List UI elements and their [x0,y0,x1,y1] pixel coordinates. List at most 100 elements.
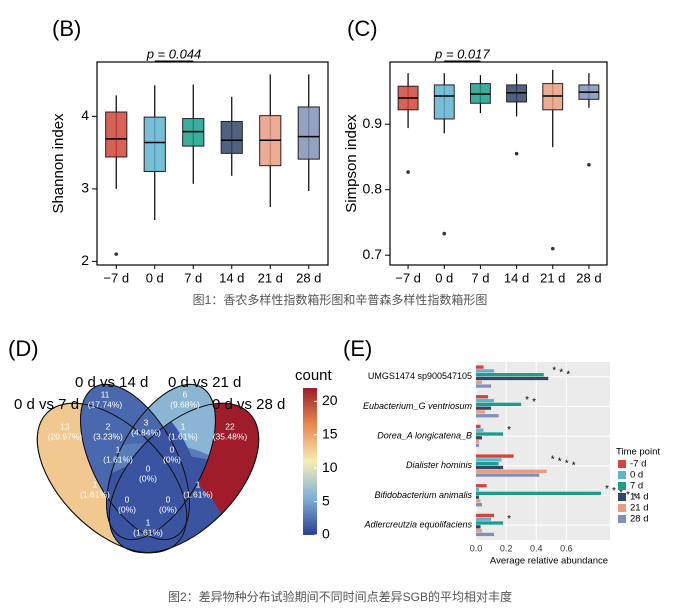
outlier [550,246,555,251]
region-percent: (0%) [118,504,136,514]
bar [476,487,480,492]
region-count: 22 [225,421,235,431]
bar [476,513,495,518]
region-count: 0 [125,494,130,504]
set-label: 0 d vs 7 d [14,396,79,413]
set-label: 0 d vs 21 d [168,374,241,391]
y-tick-label: 0.7 [363,246,383,262]
bar [476,365,484,369]
significance: * [507,514,511,525]
set-outline [36,402,188,554]
bar [476,499,481,503]
significance: * [558,456,562,467]
y-tick-label: 0.9 [363,115,383,131]
bar [476,495,480,499]
plot-frame [96,61,329,266]
bar [476,395,489,399]
region-percent: (9.68%) [170,399,200,409]
legend-swatch [618,471,626,479]
bar [476,376,549,381]
bar [476,525,481,529]
colorbar-title: count [295,367,333,384]
set-outline [106,383,216,541]
y-tick-label: 2 [81,252,89,268]
legend-label: 14 d [630,492,649,503]
box [297,106,320,160]
y-tick-label: Eubacterium_G ventriosum [363,401,473,411]
y-tick-label: Adlercreutzia equolifaciens [363,520,472,530]
legend-label: 7 d [630,481,643,492]
colorbar-tick-label: 10 [322,459,338,475]
region-percent: (0%) [159,504,177,514]
caption: 图1：香农多样性指数箱形图和辛普森多样性指数箱形图 [193,292,488,307]
bar [476,402,522,406]
bar [476,432,504,436]
x-tick-label: 28 d [576,270,601,285]
x-tick-label: 14 d [504,270,529,285]
significance: * [566,369,570,380]
x-tick-label: 7 d [184,270,202,285]
legend-swatch [618,504,626,512]
region-count: 1 [93,479,98,489]
region-percent: (4.84%) [131,427,161,437]
region-percent: (17.74%) [88,399,123,409]
x-tick-label: 0 d [146,270,164,285]
region-percent: (1.61%) [133,527,163,537]
bar [476,454,514,458]
x-tick-label: 28 d [296,270,321,285]
significance: * [572,460,576,471]
legend-swatch [618,482,626,490]
region-percent: (1.61%) [103,454,133,464]
panel-label: (D) [8,336,39,361]
region-percent: (1.61%) [80,489,110,499]
bar [476,406,492,410]
colorbar-tick-label: 0 [322,526,330,542]
legend-swatch [618,460,626,468]
significance: * [507,425,511,436]
x-tick-label: 0 d [435,270,453,285]
annotation: p = 0.017 [434,46,490,61]
y-tick-label: 3 [81,180,89,196]
x-tick-label: 0.0 [470,543,483,553]
bar [476,369,495,373]
x-axis-label: Average relative abundance [490,556,608,567]
legend-label: -7 d [630,459,646,470]
region-count: 13 [60,421,70,431]
bar [476,532,495,537]
plot-background [476,362,610,540]
region-percent: (1.61%) [183,489,213,499]
region-count: 1 [196,479,201,489]
x-tick-label: −7 d [395,270,421,285]
panel-label: (E) [343,336,372,361]
y-tick-label: 4 [81,107,89,123]
x-tick-label: 21 d [540,270,565,285]
significance: * [559,367,563,378]
set-label: 0 d vs 14 d [75,374,148,391]
legend-label: 21 d [630,503,649,514]
bar [476,503,483,507]
region-percent: (20.97%) [48,431,83,441]
bar [476,398,495,403]
bar [476,473,540,477]
legend-swatch [618,515,626,523]
significance: * [552,365,556,376]
x-tick-label: 14 d [219,270,244,285]
bar [476,469,547,473]
legend-label: 28 d [630,514,649,525]
bar [476,414,499,418]
outlier [514,151,519,156]
y-tick-label: 0.8 [363,180,383,196]
caption: 图2：差异物种分布试验期间不同时间点差异SGB的平均相对丰度 [168,589,512,604]
region-count: 0 [170,444,175,454]
bar [476,410,486,414]
outlier [442,231,447,236]
y-tick-label: Bifidobacterium animalis [374,490,472,500]
significance: * [626,490,630,501]
outlier [114,252,119,256]
region-count: 11 [101,389,110,399]
bar [476,484,487,488]
set-label: 0 d vs 28 d [212,396,285,413]
bar [476,380,483,384]
significance: * [565,458,569,469]
